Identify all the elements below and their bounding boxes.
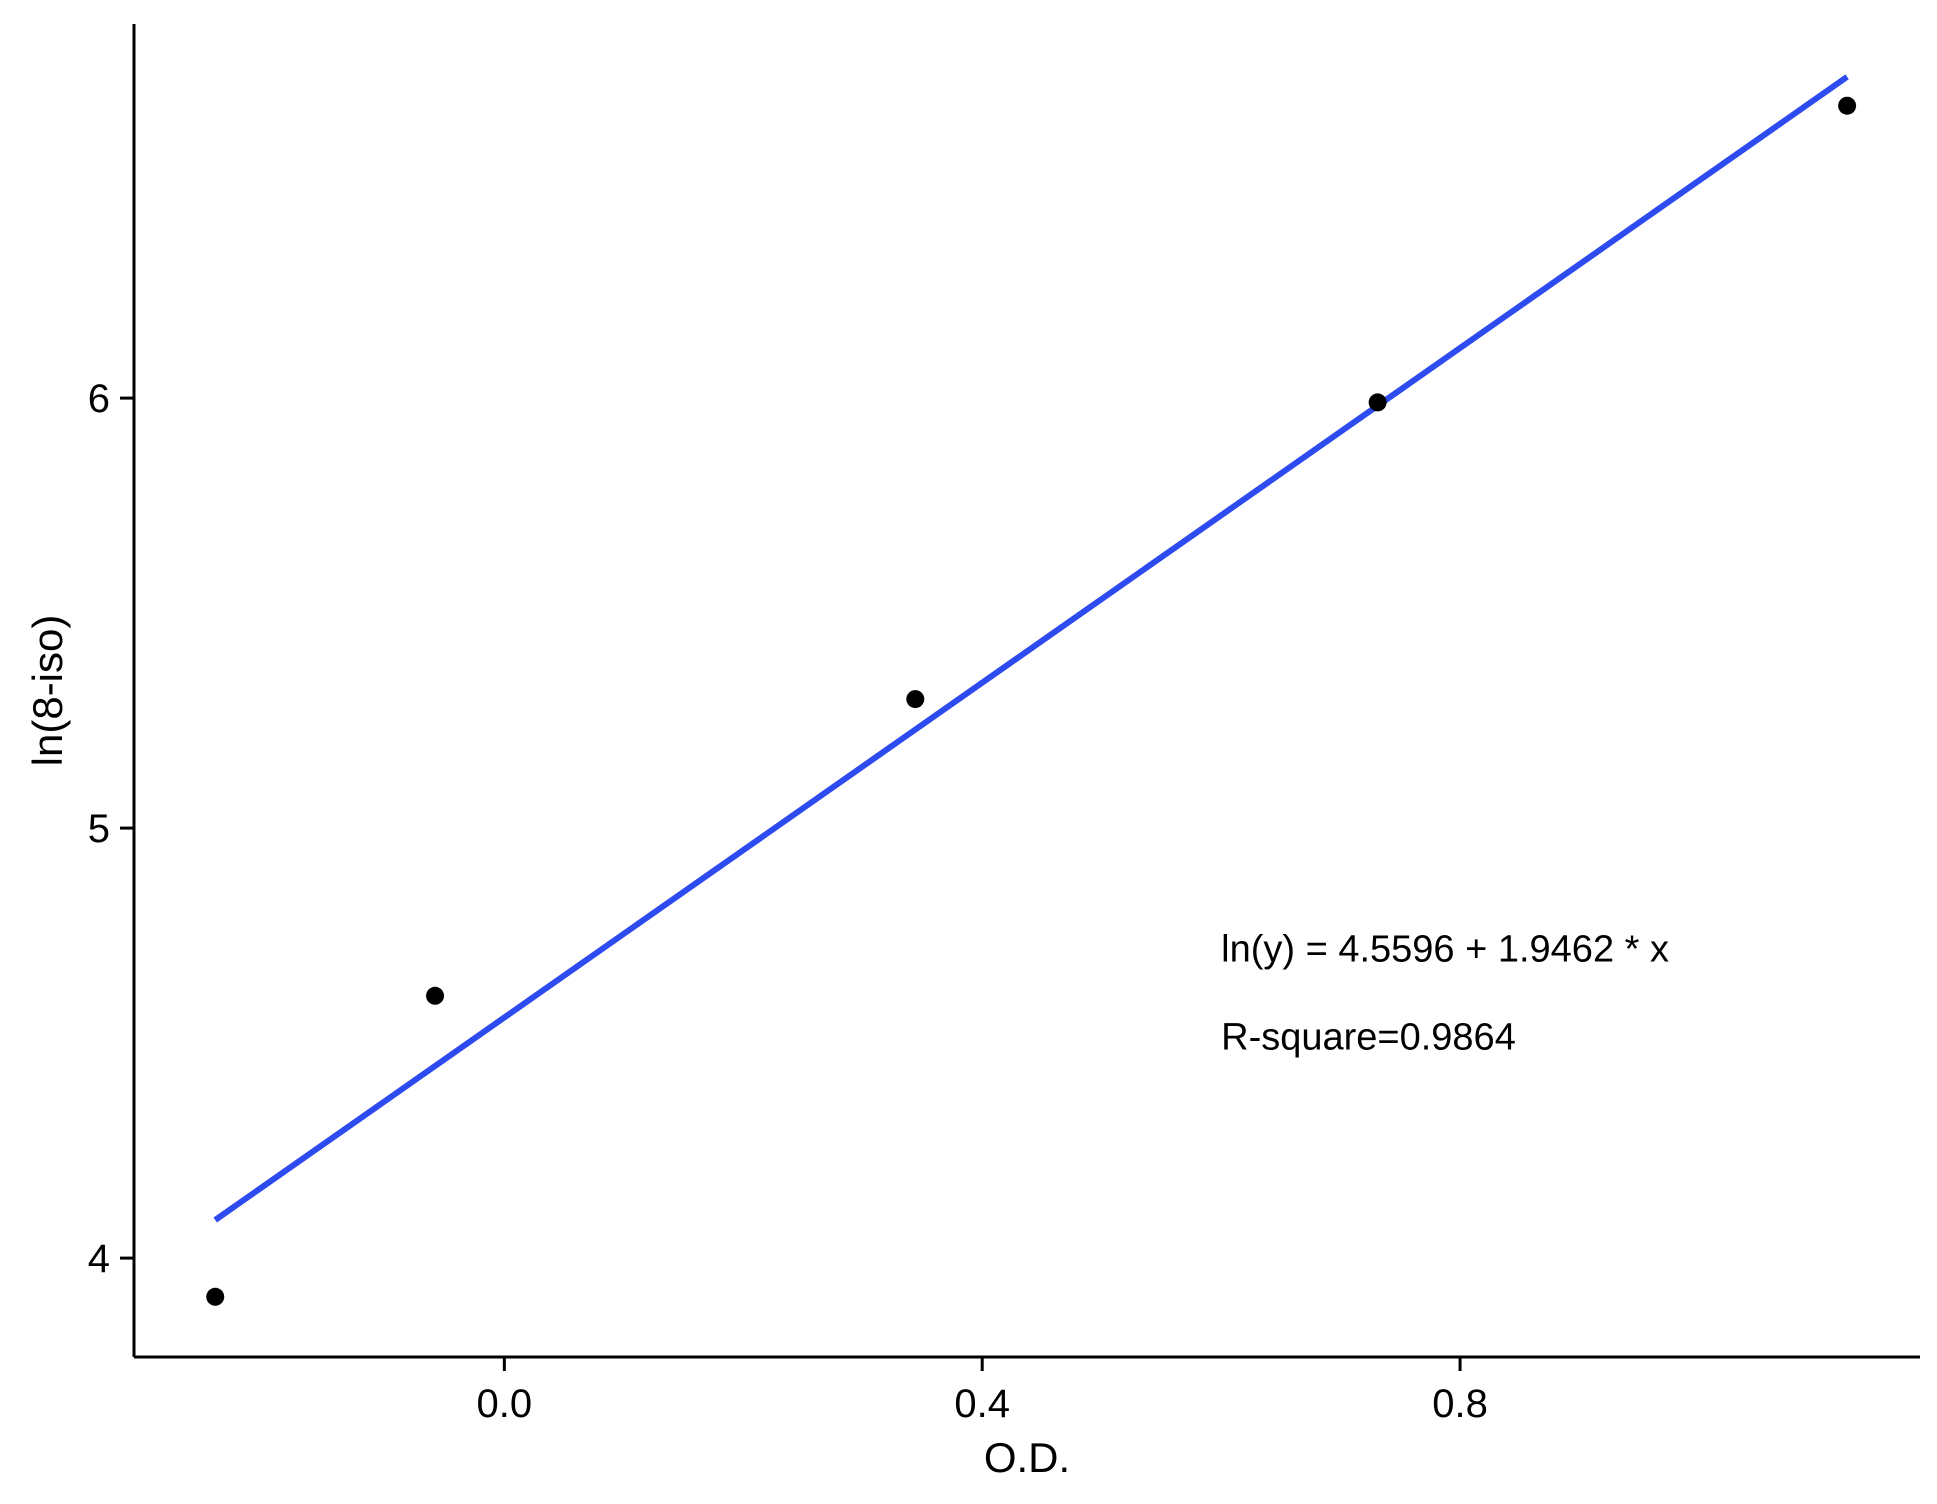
data-point [1838,96,1857,115]
y-tick-label: 6 [88,377,110,421]
x-tick-label: 0.0 [477,1382,533,1426]
data-point [206,1287,225,1306]
y-tick-label: 5 [88,807,110,851]
x-axis-title: O.D. [984,1434,1070,1481]
regression-line [213,74,1849,1223]
data-point [426,986,445,1005]
text-layer: 0.0 0.4 0.8 4 5 6 O.D. ln(8-iso) ln(y) = 4.5596 … [24,377,1669,1481]
y-axis-title: ln(8-iso) [24,615,71,767]
axes [120,24,1920,1371]
r-square-annotation: R-square=0.9864 [1221,1017,1516,1059]
plot-area [206,74,1857,1306]
data-point [906,690,925,709]
x-tick-label: 0.4 [954,1382,1010,1426]
data-point [1368,393,1387,412]
x-tick-label: 0.8 [1432,1382,1488,1426]
equation-annotation: ln(y) = 4.5596 + 1.9462 * x [1221,928,1669,970]
y-tick-label: 4 [88,1237,110,1281]
